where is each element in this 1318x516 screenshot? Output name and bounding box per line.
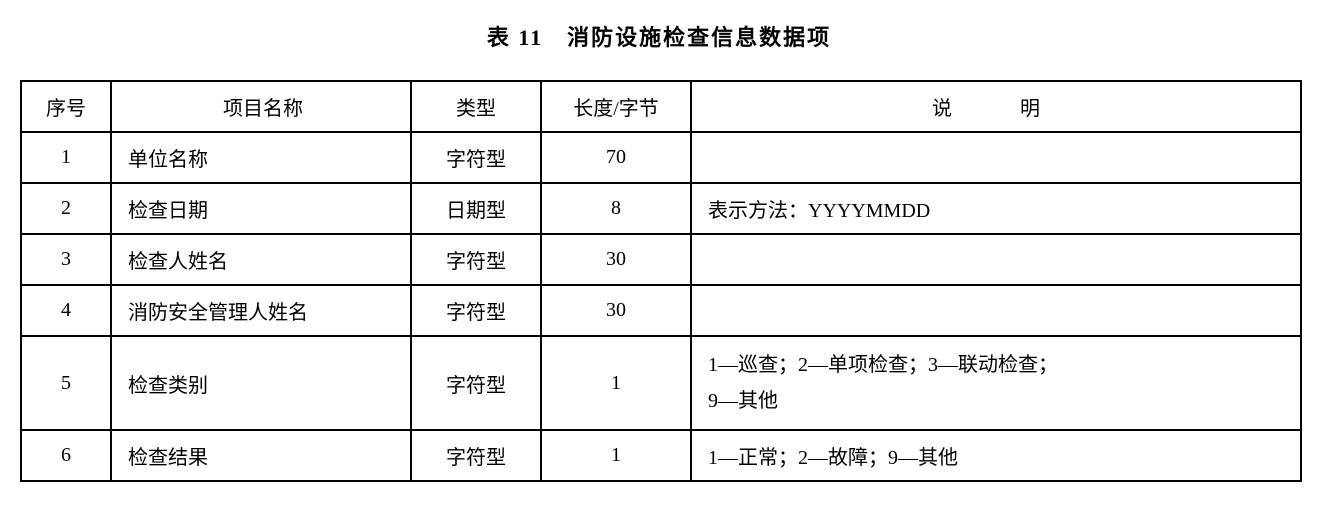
cell-length: 70: [541, 132, 691, 183]
cell-type: 字符型: [411, 430, 541, 481]
table-number: 表 11: [487, 25, 543, 50]
table-row: 6 检查结果 字符型 1 1—正常；2—故障；9—其他: [21, 430, 1301, 481]
table-row: 5 检查类别 字符型 1 1—巡查；2—单项检查；3—联动检查；9—其他: [21, 336, 1301, 430]
cell-desc: 表示方法：YYYYMMDD: [691, 183, 1301, 234]
cell-type: 字符型: [411, 132, 541, 183]
cell-desc: [691, 234, 1301, 285]
table-header-row: 序号 项目名称 类型 长度/字节 说 明: [21, 81, 1301, 132]
cell-type: 日期型: [411, 183, 541, 234]
cell-name: 检查日期: [111, 183, 411, 234]
cell-type: 字符型: [411, 336, 541, 430]
cell-name: 消防安全管理人姓名: [111, 285, 411, 336]
cell-length: 1: [541, 336, 691, 430]
cell-length: 30: [541, 285, 691, 336]
table-row: 1 单位名称 字符型 70: [21, 132, 1301, 183]
cell-seq: 6: [21, 430, 111, 481]
data-table: 序号 项目名称 类型 长度/字节 说 明 1 单位名称 字符型 70 2 检查日…: [20, 80, 1302, 482]
cell-seq: 2: [21, 183, 111, 234]
cell-name: 检查类别: [111, 336, 411, 430]
table-caption: 表 11 消防设施检查信息数据项: [20, 20, 1298, 52]
cell-desc: 1—正常；2—故障；9—其他: [691, 430, 1301, 481]
table-title-text: 消防设施检查信息数据项: [567, 25, 831, 50]
cell-seq: 1: [21, 132, 111, 183]
col-header-length: 长度/字节: [541, 81, 691, 132]
cell-seq: 3: [21, 234, 111, 285]
cell-seq: 4: [21, 285, 111, 336]
cell-type: 字符型: [411, 285, 541, 336]
cell-length: 30: [541, 234, 691, 285]
col-header-seq: 序号: [21, 81, 111, 132]
cell-name: 单位名称: [111, 132, 411, 183]
col-header-name: 项目名称: [111, 81, 411, 132]
col-header-type: 类型: [411, 81, 541, 132]
cell-desc: [691, 285, 1301, 336]
cell-length: 8: [541, 183, 691, 234]
col-header-desc: 说 明: [691, 81, 1301, 132]
cell-name: 检查结果: [111, 430, 411, 481]
table-body: 1 单位名称 字符型 70 2 检查日期 日期型 8 表示方法：YYYYMMDD…: [21, 132, 1301, 481]
cell-desc: [691, 132, 1301, 183]
cell-seq: 5: [21, 336, 111, 430]
table-row: 3 检查人姓名 字符型 30: [21, 234, 1301, 285]
cell-desc: 1—巡查；2—单项检查；3—联动检查；9—其他: [691, 336, 1301, 430]
cell-length: 1: [541, 430, 691, 481]
cell-name: 检查人姓名: [111, 234, 411, 285]
cell-type: 字符型: [411, 234, 541, 285]
table-row: 4 消防安全管理人姓名 字符型 30: [21, 285, 1301, 336]
table-row: 2 检查日期 日期型 8 表示方法：YYYYMMDD: [21, 183, 1301, 234]
